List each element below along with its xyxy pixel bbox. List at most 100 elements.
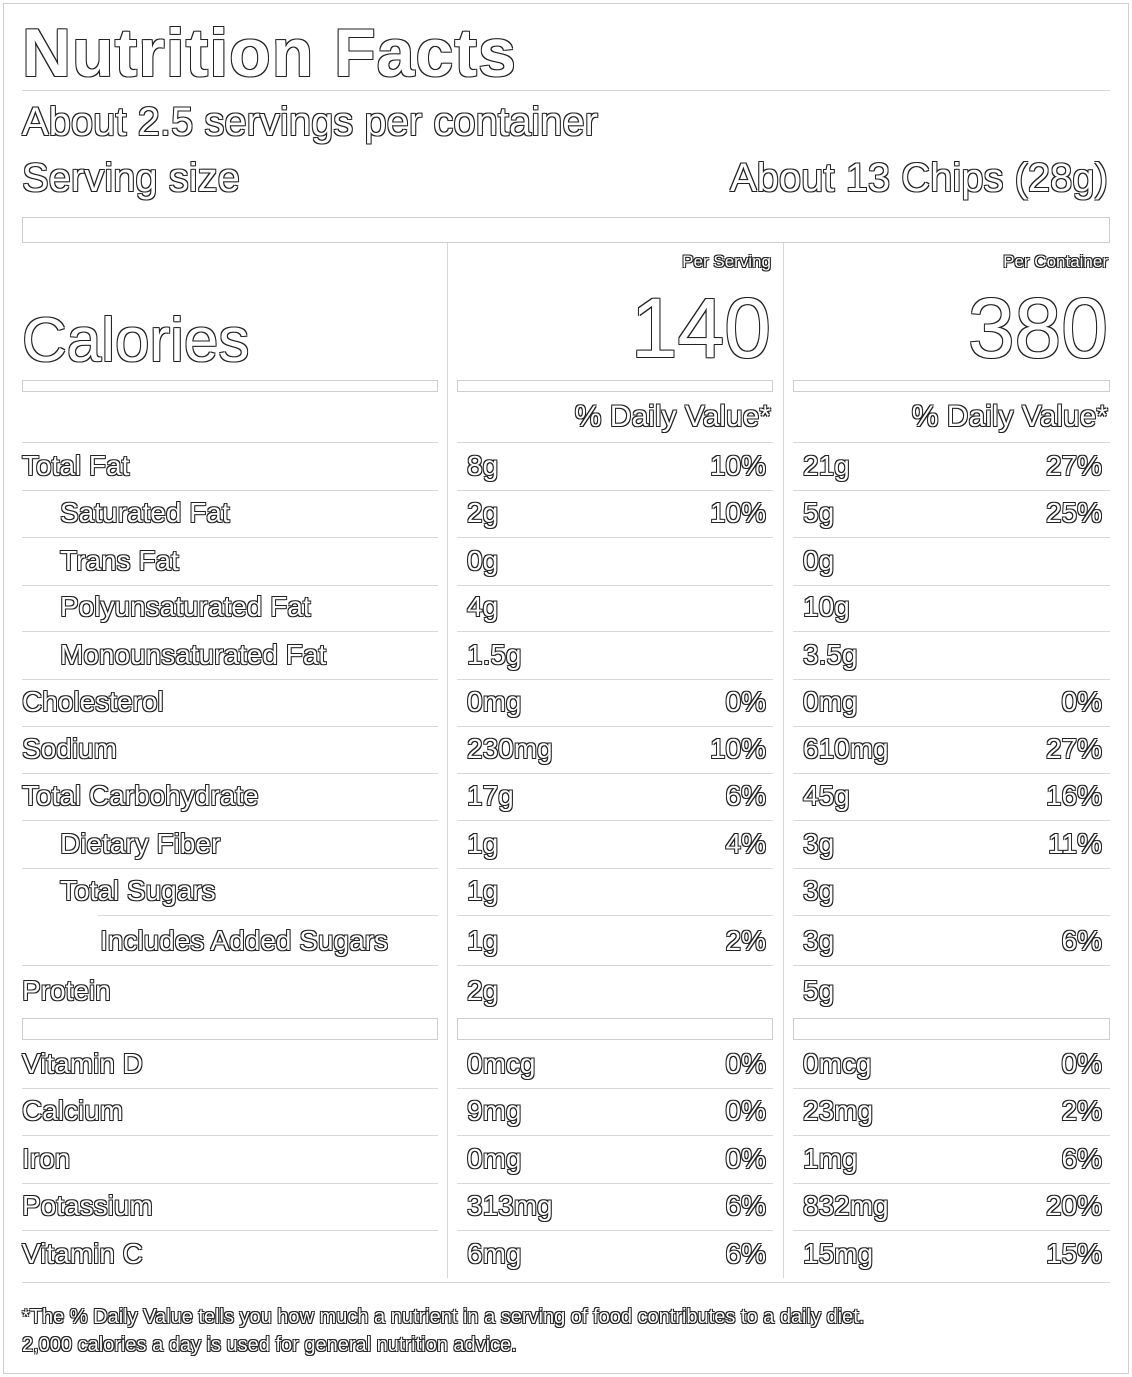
footnote-line-2: 2,000 calories a day is used for general…	[22, 1334, 517, 1356]
serving-amount: 1g	[467, 828, 499, 859]
row-divider	[457, 585, 773, 586]
container-amount: 3g	[803, 875, 835, 906]
serving-dv: 0%	[725, 686, 766, 717]
container-amount: 5g	[803, 497, 835, 528]
serving-amount: 2g	[467, 975, 499, 1006]
container-amount: 3g	[803, 828, 835, 859]
per-serving-header: Per Serving	[682, 252, 771, 271]
vitamin-name: Vitamin D	[22, 1048, 143, 1079]
serving-dv: 10%	[709, 733, 766, 764]
container-amount: 10g	[803, 591, 850, 622]
container-dv: 2%	[1061, 1095, 1102, 1126]
row-divider	[793, 490, 1110, 491]
row-divider	[457, 915, 773, 916]
serving-dv: 0%	[725, 1143, 766, 1174]
container-amount: 23mg	[803, 1095, 874, 1126]
row-divider	[793, 820, 1110, 821]
vitamin-name: Potassium	[22, 1190, 153, 1221]
nutrient-name: Trans Fat	[60, 545, 179, 576]
serving-amount: 230mg	[467, 733, 553, 764]
servings-per-container: About 2.5 servings per container	[22, 100, 598, 144]
nutrient-name: Polyunsaturated Fat	[60, 591, 311, 622]
row-divider	[793, 537, 1110, 538]
row-divider	[457, 442, 773, 443]
nutrient-name: Total Carbohydrate	[22, 780, 259, 811]
nutrient-name: Dietary Fiber	[60, 828, 221, 859]
serving-amount: 17g	[467, 780, 514, 811]
protein-bar	[793, 1018, 1110, 1040]
row-divider	[22, 773, 438, 774]
row-divider	[22, 537, 438, 538]
row-divider	[457, 726, 773, 727]
serving-amount: 1g	[467, 875, 499, 906]
serving-amount: 9mg	[467, 1095, 522, 1126]
container-dv: 27%	[1045, 733, 1102, 764]
container-amount: 3g	[803, 925, 835, 956]
row-divider	[793, 726, 1110, 727]
row-divider	[457, 868, 773, 869]
row-divider	[22, 585, 438, 586]
row-divider	[22, 868, 438, 869]
row-divider	[793, 965, 1110, 966]
nutrient-name: Saturated Fat	[60, 497, 230, 528]
serving-size-value: About 13 Chips (28g)	[729, 156, 1108, 200]
row-divider	[22, 490, 438, 491]
row-divider	[793, 631, 1110, 632]
container-dv: 6%	[1061, 1143, 1102, 1174]
serving-dv: 2%	[725, 925, 766, 956]
serving-amount: 6mg	[467, 1238, 522, 1269]
footnote-line-1: *The % Daily Value tells you how much a …	[22, 1306, 865, 1328]
calories-bar	[457, 380, 773, 392]
serving-dv: 0%	[725, 1048, 766, 1079]
row-divider	[22, 631, 438, 632]
serving-amount: 313mg	[467, 1190, 553, 1221]
row-divider	[22, 726, 438, 727]
calories-per-serving: 140	[630, 281, 771, 375]
row-divider	[98, 915, 438, 916]
calories-bar	[793, 380, 1110, 392]
per-container-header: Per Container	[1003, 252, 1108, 271]
serving-dv: 4%	[725, 828, 766, 859]
row-divider	[793, 868, 1110, 869]
serving-dv: 10%	[709, 450, 766, 481]
row-divider	[457, 1088, 773, 1089]
row-divider	[793, 1135, 1110, 1136]
row-divider	[457, 1183, 773, 1184]
row-divider	[457, 631, 773, 632]
label-title: Nutrition Facts	[22, 15, 517, 91]
row-divider	[22, 679, 438, 680]
container-amount: 0mg	[803, 686, 858, 717]
container-dv: 0%	[1061, 686, 1102, 717]
row-divider	[793, 1088, 1110, 1089]
row-divider	[457, 490, 773, 491]
row-divider	[793, 1183, 1110, 1184]
row-divider	[793, 773, 1110, 774]
serving-size-label: Serving size	[22, 156, 240, 200]
nutrient-name: Sodium	[22, 733, 117, 764]
row-divider	[457, 1135, 773, 1136]
column-divider	[447, 243, 448, 1278]
nutrient-name: Total Sugars	[60, 875, 216, 906]
serving-amount: 1g	[467, 925, 499, 956]
row-divider	[22, 1135, 438, 1136]
vitamin-name: Calcium	[22, 1095, 124, 1126]
row-divider	[22, 965, 438, 966]
calories-per-container: 380	[967, 281, 1108, 375]
row-divider	[22, 820, 438, 821]
footer-divider	[22, 1282, 1110, 1283]
container-amount: 0g	[803, 545, 835, 576]
row-divider	[457, 1230, 773, 1231]
container-amount: 832mg	[803, 1190, 889, 1221]
nutrient-name: Total Fat	[22, 450, 130, 481]
nutrient-name: Includes Added Sugars	[100, 925, 388, 956]
container-amount: 21g	[803, 450, 850, 481]
nutrient-name: Cholesterol	[22, 686, 164, 717]
row-divider	[457, 679, 773, 680]
vitamin-name: Iron	[22, 1143, 71, 1174]
nutrient-name: Monounsaturated Fat	[60, 639, 327, 670]
row-divider	[457, 537, 773, 538]
container-dv: 16%	[1045, 780, 1102, 811]
protein-bar	[22, 1018, 438, 1040]
serving-dv: 10%	[709, 497, 766, 528]
row-divider	[22, 1230, 438, 1231]
